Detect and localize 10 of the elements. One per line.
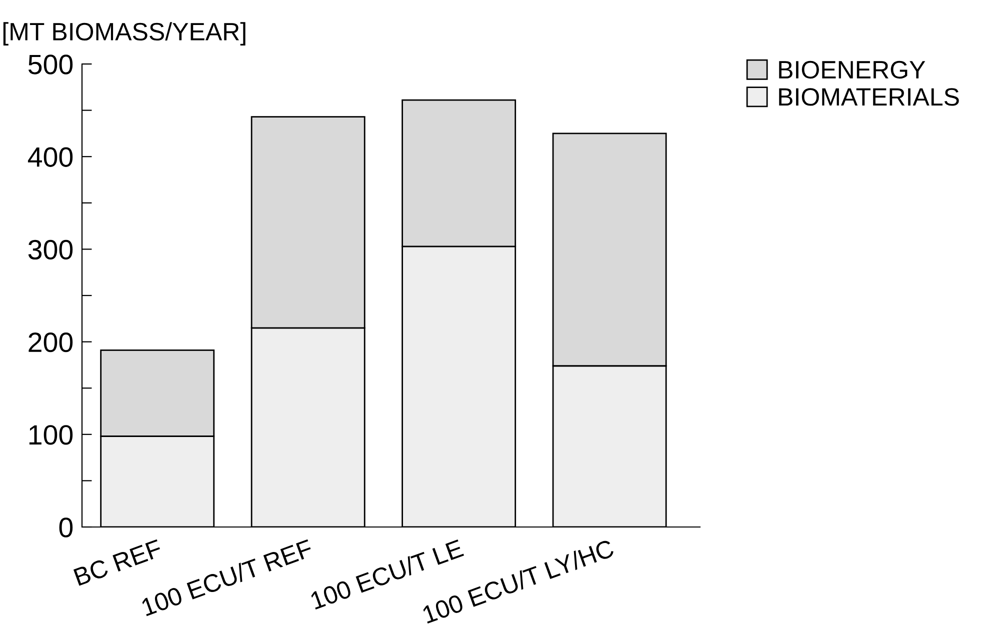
y-tick-label: 100: [29, 425, 73, 445]
y-tick-label: 0: [59, 518, 73, 538]
y-tick-label: 400: [28, 147, 73, 167]
y-tick-label: 200: [28, 332, 73, 352]
y-tick-label: 300: [28, 240, 73, 260]
y-axis-title: [MT BIOMASS/YEAR]: [3, 22, 246, 46]
legend-label: BIOMATERIALS: [779, 88, 959, 106]
legend-label: BIOENERGY: [779, 60, 926, 79]
y-tick-label: 500: [28, 54, 73, 74]
x-tick-label: BC REF: [73, 539, 163, 586]
